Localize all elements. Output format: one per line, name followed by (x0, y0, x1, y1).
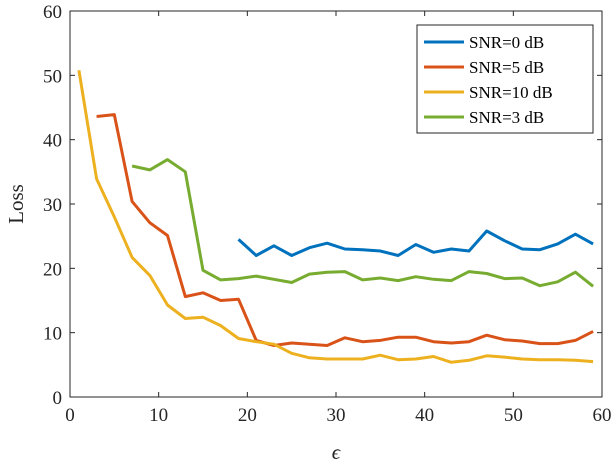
x-tick-label: 20 (238, 405, 257, 426)
x-axis-label: ϵ (332, 440, 342, 464)
x-tick-label: 0 (65, 405, 75, 426)
legend-label-0: SNR=0 dB (469, 33, 544, 52)
series-line-2 (77, 69, 594, 364)
y-tick-label: 0 (53, 388, 63, 409)
x-ticks: 0 10 20 30 40 50 60 (65, 11, 612, 426)
series-line-3 (131, 158, 595, 288)
x-tick-label: 30 (327, 405, 346, 426)
y-tick-label: 20 (43, 259, 62, 280)
y-ticks: 0 10 20 30 40 50 60 (43, 2, 602, 409)
legend-label-3: SNR=3 dB (469, 108, 544, 127)
series-line-1 (96, 113, 594, 347)
x-tick-label: 60 (593, 405, 612, 426)
y-tick-label: 50 (43, 66, 62, 87)
legend: SNR=0 dB SNR=5 dB SNR=10 dB SNR=3 dB (416, 24, 594, 134)
series-line-0 (237, 229, 594, 257)
series-layer (77, 69, 595, 364)
x-tick-label: 40 (415, 405, 434, 426)
x-tick-label: 10 (149, 405, 168, 426)
y-tick-label: 60 (43, 2, 62, 23)
x-tick-label: 50 (504, 405, 523, 426)
legend-label-2: SNR=10 dB (469, 83, 553, 102)
y-axis-label: Loss (4, 184, 28, 224)
y-tick-label: 40 (43, 131, 62, 152)
y-tick-label: 30 (43, 195, 62, 216)
legend-label-1: SNR=5 dB (469, 58, 544, 77)
y-tick-label: 10 (43, 324, 62, 345)
